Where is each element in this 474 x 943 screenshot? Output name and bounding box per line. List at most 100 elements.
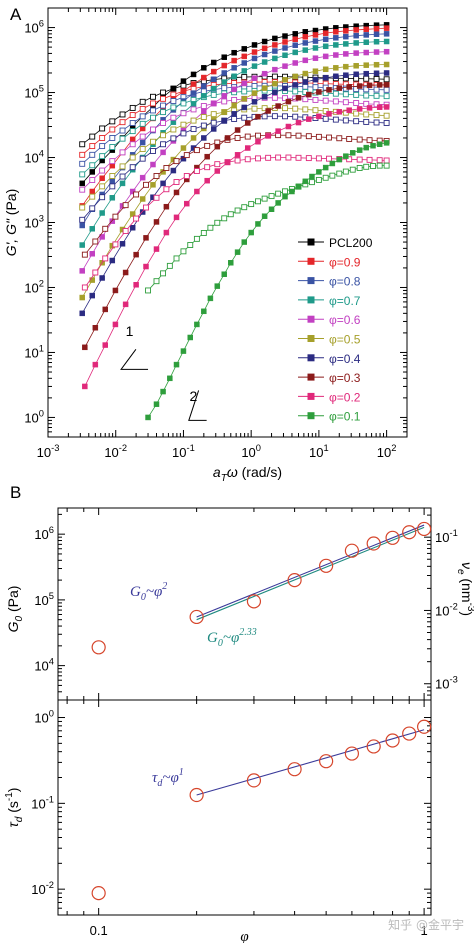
series-08-gp-point (261, 51, 268, 58)
series-07-gp-point (302, 47, 309, 53)
legend-marker-1 (307, 257, 315, 265)
series-01-gpp-point (166, 262, 173, 269)
series-04-gp-point (210, 126, 217, 132)
series-02-gp-point (336, 109, 343, 115)
series-01-gp-point (322, 164, 329, 171)
series-03-gpp-point (122, 202, 129, 209)
panel-a-xtick-label: 10-2 (104, 443, 127, 460)
series-04-gpp-point (231, 116, 238, 122)
series-04-gp-point (251, 99, 258, 105)
series-07-gp-point (251, 63, 258, 69)
series-01-gpp-point (173, 255, 180, 262)
series-02-gp-point (214, 168, 221, 174)
series-07-gp-point (109, 195, 116, 201)
series-01-gpp-point (376, 162, 383, 169)
series-02-gpp-point (133, 215, 140, 222)
series-08-gp-point (333, 35, 339, 41)
series-07-gp-point (190, 101, 197, 107)
panel-b-bottom-point (287, 762, 302, 777)
series-09-gp-point (333, 29, 339, 35)
series-01-gp-point (289, 188, 295, 195)
series-03-gp-point (214, 143, 221, 150)
series-01-gp-point (160, 388, 166, 395)
series-01-gp-point (316, 169, 322, 175)
series-01-gpp-point (187, 242, 194, 248)
series-05-gp-point (129, 211, 136, 217)
series-02-gp-point (102, 342, 108, 348)
series-02-gp-point (383, 104, 390, 110)
series-01-gp-point (248, 229, 254, 236)
series-06-gp-point (241, 80, 247, 87)
series-06-gpp-point (200, 103, 207, 109)
series-03-gpp-point (346, 136, 353, 142)
panel-b-bottom-fit-label-0: τd~φ1 (152, 767, 184, 789)
series-PCL200-gp-point (180, 78, 187, 84)
series-PCL200-gp-point (251, 42, 258, 48)
series-03-gp-point (316, 89, 322, 95)
series-03-gp-point (112, 287, 119, 294)
series-01-gp-point (356, 147, 363, 153)
series-06-gp-point (210, 100, 217, 107)
series-02-gp-point (122, 301, 129, 308)
panel-b-bottom-ytick-label: 100 (34, 709, 54, 726)
series-PCL200-gpp-point (150, 93, 156, 100)
series-PCL200-gp-point (190, 71, 197, 78)
series-PCL200-gpp-point (119, 111, 126, 118)
legend-marker-7 (307, 373, 315, 381)
series-07-gpp-point (342, 91, 349, 98)
panel-b-bottom-point (246, 773, 262, 788)
series-PCL200-gp-point (282, 33, 288, 39)
series-02-gp-point (306, 116, 312, 122)
series-07-gp-point (210, 85, 217, 92)
series-PCL200-gpp-point (271, 73, 278, 80)
series-01-gpp-point (214, 219, 221, 226)
series-02-gp-point (326, 111, 332, 117)
series-02-gpp-point (183, 173, 190, 179)
series-06-gp-point (322, 53, 329, 60)
series-01-gp-point (329, 160, 336, 167)
series-06-gpp-point (79, 186, 86, 193)
series-08-gpp-point (312, 84, 319, 91)
series-07-gp-point (79, 242, 85, 248)
series-08-gp-point (241, 60, 247, 66)
series-04-gpp-point (180, 130, 187, 137)
series-PCL200-gpp-point (373, 75, 380, 82)
series-04-gp-point (241, 104, 247, 111)
series-05-gpp-point (353, 110, 360, 117)
series-01-gpp-point (322, 174, 329, 181)
panel-b-top-rytick-label: 10-2 (435, 601, 458, 618)
series-06-gpp-point (221, 98, 228, 105)
series-05-gp-point (241, 96, 247, 102)
series-06-gpp-point (342, 99, 349, 106)
series-06-gp-point (292, 60, 298, 66)
slope-1-marker (120, 349, 149, 370)
series-01-gp-point (349, 150, 356, 156)
series-05-gpp-point (312, 107, 319, 114)
series-PCL200-gp-point (302, 29, 309, 35)
series-04-gp-point (221, 118, 227, 124)
series-03-gp-point (153, 219, 160, 225)
series-01-gp-point (241, 239, 247, 245)
series-07-gpp-point (210, 91, 217, 98)
series-01-gp-point (343, 153, 349, 159)
series-08-gp-point (231, 65, 237, 71)
series-08-gpp-point (160, 102, 167, 109)
legend-label-4: φ=0.6 (329, 313, 361, 327)
series-05-gpp-point (210, 111, 217, 118)
series-03-gp-point (244, 120, 251, 126)
panel-b-top-rytick-label: 10-1 (435, 528, 458, 545)
series-PCL200-gpp-point (99, 125, 106, 132)
panel-b-bottom-point (366, 739, 381, 754)
series-06-gp-point (251, 75, 258, 81)
series-06-gp-point (333, 52, 339, 58)
panel-a-xtick-label: 10-1 (172, 443, 195, 460)
series-06-gp-point (89, 251, 95, 257)
series-04-gp-point (322, 74, 329, 81)
series-05-gp-point (139, 196, 146, 202)
series-01-gpp-point (193, 235, 200, 242)
series-08-gp-point (210, 76, 217, 83)
series-09-gpp-point (190, 85, 197, 92)
series-03-gp-point (326, 87, 332, 93)
series-01-gpp-point (370, 163, 376, 169)
